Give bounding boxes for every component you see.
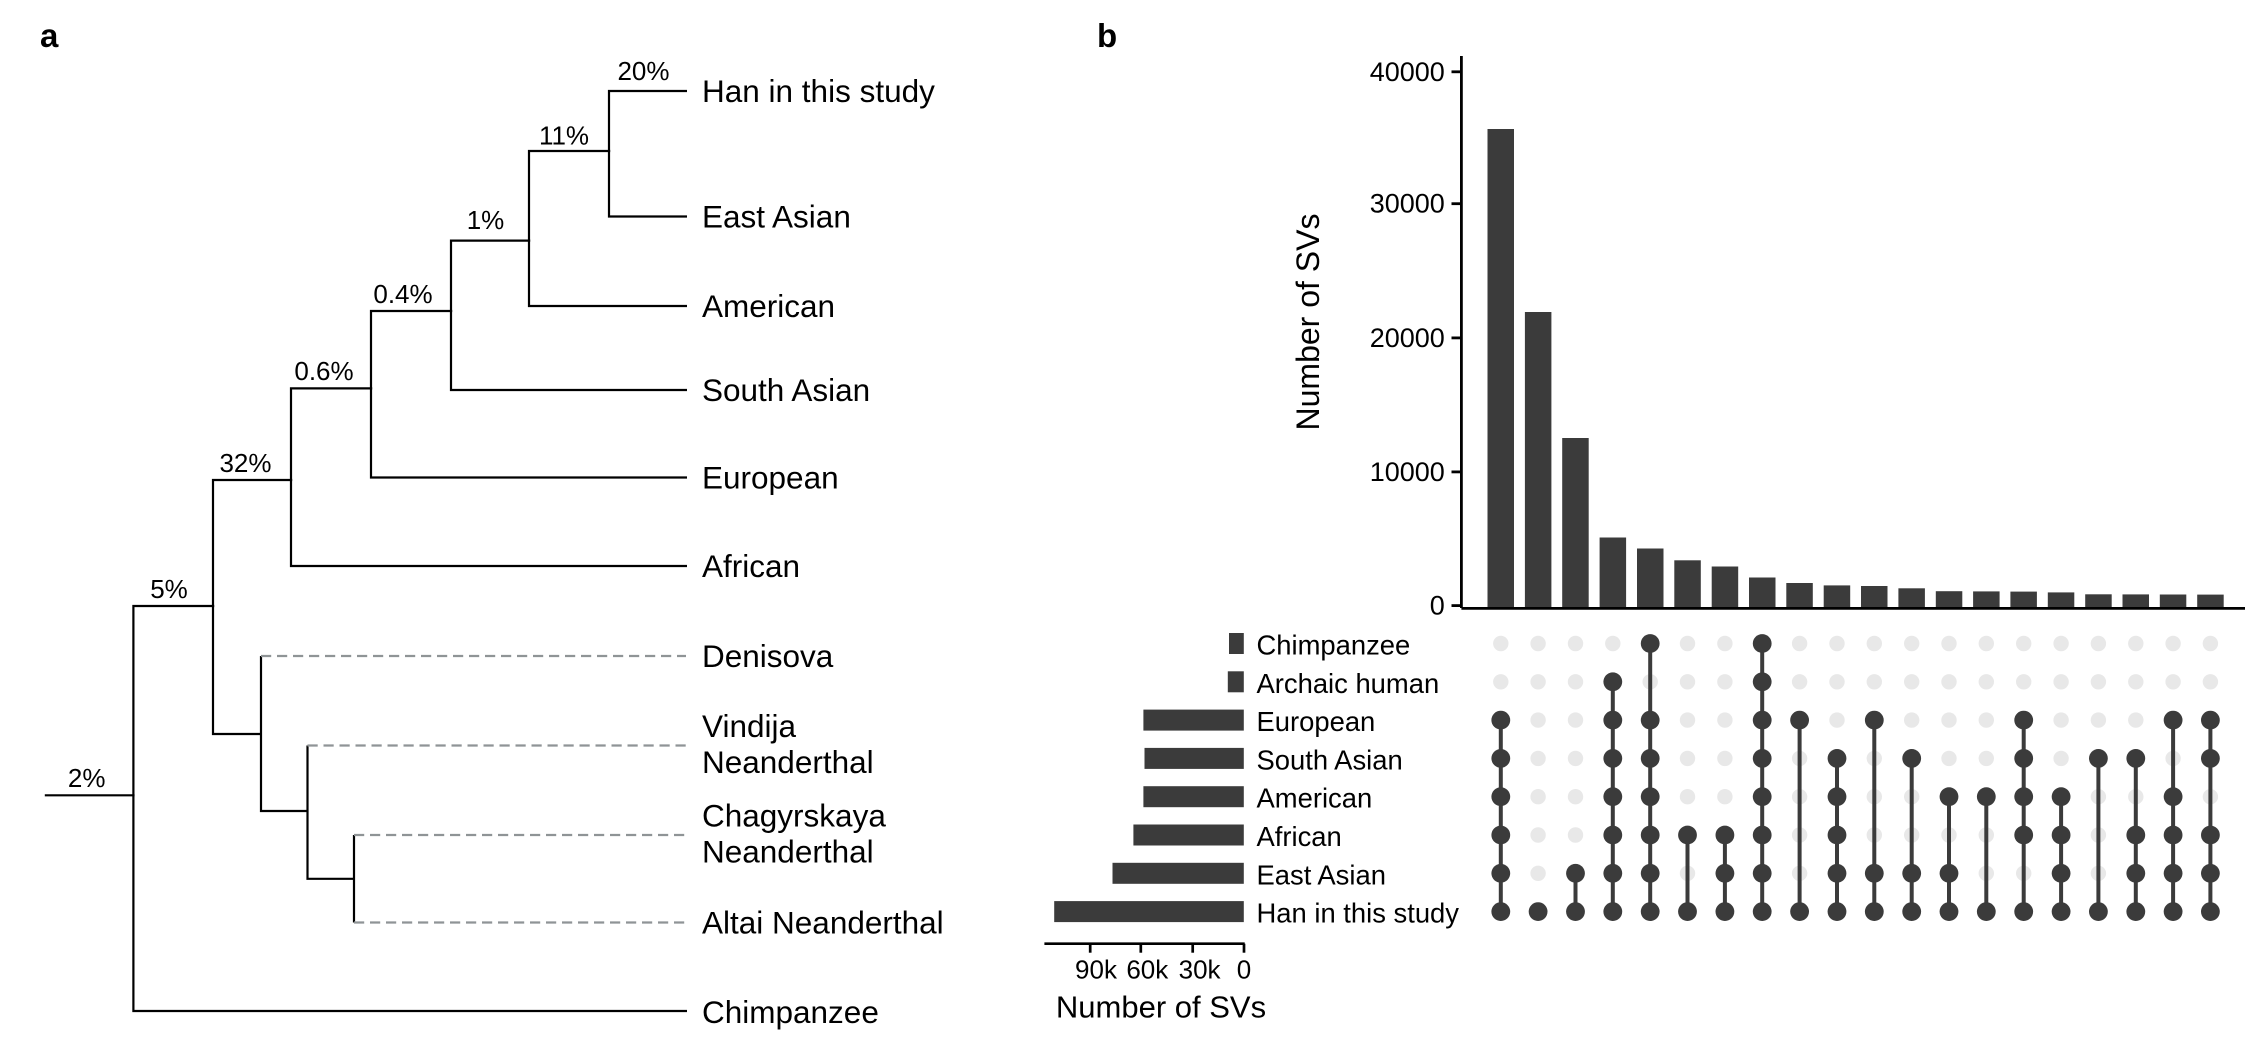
svg-text:11%: 11%	[539, 121, 589, 151]
svg-text:South Asian: South Asian	[1257, 744, 1403, 775]
svg-text:90k: 90k	[1075, 955, 1118, 985]
svg-text:East Asian: East Asian	[1257, 859, 1386, 890]
svg-text:1%: 1%	[467, 205, 505, 235]
svg-text:40000: 40000	[1370, 57, 1445, 87]
svg-text:0.6%: 0.6%	[294, 356, 353, 386]
svg-text:Altai Neanderthal: Altai Neanderthal	[702, 905, 944, 941]
svg-text:Neanderthal: Neanderthal	[702, 744, 874, 780]
svg-text:South Asian: South Asian	[702, 372, 870, 408]
svg-text:Neanderthal: Neanderthal	[702, 834, 874, 870]
svg-text:Han in this study: Han in this study	[702, 73, 935, 109]
svg-text:20%: 20%	[617, 56, 669, 86]
svg-text:African: African	[1257, 821, 1342, 852]
svg-text:32%: 32%	[219, 448, 271, 478]
svg-text:American: American	[702, 288, 835, 324]
svg-text:a: a	[40, 17, 59, 54]
svg-text:0: 0	[1430, 591, 1445, 621]
svg-text:Vindija: Vindija	[702, 708, 796, 744]
svg-text:0.4%: 0.4%	[373, 279, 432, 309]
svg-text:b: b	[1097, 17, 1117, 54]
svg-text:European: European	[702, 460, 839, 496]
svg-text:20000: 20000	[1370, 323, 1445, 353]
svg-text:10000: 10000	[1370, 457, 1445, 487]
svg-text:60k: 60k	[1126, 955, 1169, 985]
svg-text:African: African	[702, 548, 800, 584]
svg-text:5%: 5%	[150, 574, 188, 604]
svg-text:Number of SVs: Number of SVs	[1290, 214, 1326, 431]
svg-text:Archaic human: Archaic human	[1257, 668, 1440, 699]
svg-text:2%: 2%	[68, 763, 106, 793]
svg-text:30000: 30000	[1370, 189, 1445, 219]
svg-text:0: 0	[1237, 955, 1251, 985]
svg-text:Chagyrskaya: Chagyrskaya	[702, 798, 886, 834]
svg-text:30k: 30k	[1179, 955, 1222, 985]
svg-text:Han in this study: Han in this study	[1257, 898, 1460, 929]
svg-text:Chimpanzee: Chimpanzee	[702, 994, 879, 1030]
svg-text:European: European	[1257, 706, 1376, 737]
svg-text:Denisova: Denisova	[702, 638, 834, 674]
svg-text:Chimpanzee: Chimpanzee	[1257, 630, 1411, 661]
svg-text:East Asian: East Asian	[702, 199, 851, 235]
svg-text:Number of SVs: Number of SVs	[1056, 990, 1266, 1025]
svg-text:American: American	[1257, 783, 1373, 814]
